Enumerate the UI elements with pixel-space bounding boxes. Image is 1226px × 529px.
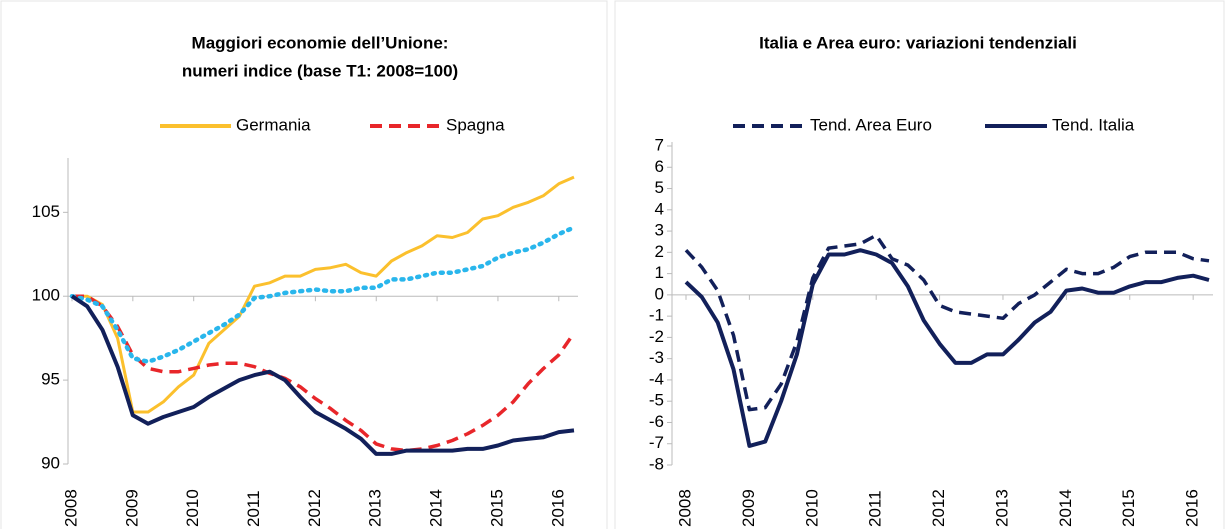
panel-frame xyxy=(614,0,1225,529)
y-tick-label: 100 xyxy=(32,286,60,305)
y-tick-label: 90 xyxy=(41,453,60,472)
x-tick-label: 2013 xyxy=(366,489,385,527)
x-tick-label: 2015 xyxy=(487,489,506,527)
y-tick-label: -5 xyxy=(649,391,664,410)
y-tick-label: 95 xyxy=(41,370,60,389)
y-tick-label: 6 xyxy=(655,157,664,176)
series-line xyxy=(72,294,576,453)
y-tick-label: 4 xyxy=(655,199,664,218)
y-tick-label: 3 xyxy=(655,221,664,240)
panel-frame xyxy=(0,0,608,529)
x-tick-label: 2016 xyxy=(548,489,567,527)
series-line xyxy=(684,233,1210,412)
legend-label: Tend. Area Euro xyxy=(810,115,932,134)
y-tick-label: -3 xyxy=(649,348,664,367)
y-tick-label: 0 xyxy=(655,284,664,303)
y-tick-label: -8 xyxy=(649,454,664,473)
y-tick-label: -2 xyxy=(649,327,664,346)
x-tick-label: 2016 xyxy=(1183,489,1202,527)
series-line xyxy=(684,248,1210,448)
chart-title: Italia e Area euro: variazioni tendenzia… xyxy=(759,33,1077,52)
x-tick-label: 2011 xyxy=(244,490,263,527)
x-tick-label: 2012 xyxy=(929,489,948,527)
y-tick-label: 5 xyxy=(655,178,664,197)
series-line xyxy=(72,175,575,414)
x-tick-label: 2009 xyxy=(739,489,758,527)
x-tick-label: 2009 xyxy=(122,489,141,527)
x-tick-label: 2012 xyxy=(305,489,324,527)
y-tick-label: -1 xyxy=(649,306,664,325)
x-tick-label: 2008 xyxy=(675,489,694,527)
y-tick-label: 7 xyxy=(655,135,664,154)
x-tick-label: 2011 xyxy=(866,490,885,527)
y-tick-label: -6 xyxy=(649,412,664,431)
x-tick-label: 2015 xyxy=(1119,489,1138,527)
x-tick-label: 2010 xyxy=(802,489,821,527)
chart-title: Maggiori economie dell’Unione: xyxy=(192,33,449,52)
y-tick-label: 2 xyxy=(655,242,664,261)
chart-title: numeri indice (base T1: 2008=100) xyxy=(182,61,458,80)
y-tick-label: 1 xyxy=(655,263,664,282)
series-line xyxy=(70,294,575,456)
y-tick-label: -4 xyxy=(649,369,664,388)
series-line xyxy=(69,225,577,364)
legend-label: Tend. Italia xyxy=(1052,115,1135,134)
x-tick-label: 2013 xyxy=(992,489,1011,527)
x-tick-label: 2014 xyxy=(427,489,446,527)
legend-label: Germania xyxy=(236,115,311,134)
y-tick-label: 105 xyxy=(32,202,60,221)
x-tick-label: 2010 xyxy=(183,489,202,527)
x-tick-label: 2014 xyxy=(1056,489,1075,527)
y-tick-label: -7 xyxy=(649,433,664,452)
legend-label: Spagna xyxy=(446,115,505,134)
x-tick-label: 2008 xyxy=(61,489,80,527)
